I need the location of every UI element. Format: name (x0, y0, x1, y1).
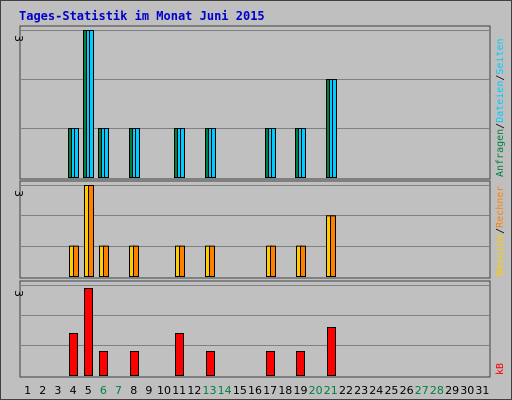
bar-rechner-day-21 (330, 215, 336, 277)
bar-kb-day-4 (69, 333, 78, 376)
legend-separator: / (495, 75, 506, 81)
bar-kb-day-13 (206, 351, 215, 376)
x-tick-label-day-14: 14 (218, 384, 232, 397)
bar-seiten-day-19 (301, 128, 306, 178)
x-tick-label-day-2: 2 (39, 384, 46, 397)
bar-kb-day-8 (130, 351, 139, 376)
x-tick-label-day-22: 22 (339, 384, 353, 397)
bar-kb-day-6 (99, 351, 108, 376)
x-tick-label-day-11: 11 (172, 384, 186, 397)
legend-separator: / (495, 123, 506, 129)
x-tick-label-day-21: 21 (324, 384, 338, 397)
bar-kb-day-17 (266, 351, 275, 376)
x-tick-label-day-29: 29 (445, 384, 459, 397)
legend-item-anfragen: Anfragen (495, 129, 506, 177)
y-max-label: 3 (12, 190, 25, 197)
x-tick-label-day-31: 31 (475, 384, 489, 397)
panel-legend: Besuche/Rechner (495, 186, 506, 276)
bar-rechner-day-5 (88, 185, 94, 277)
bar-seiten-day-4 (74, 128, 79, 178)
x-tick-label-day-8: 8 (130, 384, 137, 397)
legend-item-besuche: Besuche (495, 234, 506, 276)
bar-seiten-day-5 (89, 30, 94, 178)
legend-item-kb: kB (495, 363, 506, 375)
y-max-label: 3 (12, 290, 25, 297)
x-axis: 1 2 3 4 5 6 7 8 9 10 11 12 13 14 15 16 17 18 19 20 21 22 23 24 2… (24, 384, 489, 397)
bar-seiten-day-17 (271, 128, 276, 178)
bar-rechner-day-17 (270, 245, 276, 278)
x-tick-label-day-30: 30 (460, 384, 474, 397)
x-tick-label-day-13: 13 (203, 384, 217, 397)
bar-kb-day-21 (327, 327, 336, 376)
panel-legend: Anfragen/Dateien/Seiten (495, 38, 506, 177)
x-tick-label-day-23: 23 (354, 384, 368, 397)
panel-legend: kB (495, 363, 506, 375)
bar-rechner-day-19 (300, 245, 306, 278)
x-tick-label-day-24: 24 (369, 384, 383, 397)
panel-kbytes: 3 kB (12, 280, 506, 378)
x-tick-label-day-16: 16 (248, 384, 262, 397)
bar-kb-day-5 (84, 288, 93, 376)
bar-rechner-day-4 (73, 245, 79, 278)
x-tick-label-day-4: 4 (70, 384, 77, 397)
legend-item-seiten: Seiten (495, 38, 506, 74)
x-tick-label-day-19: 19 (293, 384, 307, 397)
x-tick-label-day-12: 12 (187, 384, 201, 397)
x-tick-label-day-10: 10 (157, 384, 171, 397)
bar-kb-day-19 (296, 351, 305, 376)
bar-seiten-day-11 (180, 128, 185, 178)
panel-plot-area (19, 280, 491, 378)
y-max-label: 3 (12, 35, 25, 42)
x-tick-label-day-17: 17 (263, 384, 277, 397)
bar-rechner-day-8 (133, 245, 139, 278)
bar-seiten-day-6 (104, 128, 109, 178)
x-tick-label-day-18: 18 (278, 384, 292, 397)
bar-seiten-day-21 (332, 79, 337, 178)
x-tick-label-day-25: 25 (384, 384, 398, 397)
panel-visits-sites: 3 Besuche/Rechner (12, 180, 506, 279)
x-tick-label-day-7: 7 (115, 384, 122, 397)
bar-seiten-day-13 (211, 128, 216, 178)
legend-item-dateien: Dateien (495, 81, 506, 123)
x-tick-label-day-1: 1 (24, 384, 31, 397)
x-tick-label-day-15: 15 (233, 384, 247, 397)
x-tick-label-day-28: 28 (430, 384, 444, 397)
chart-panels: 3Anfragen/Dateien/Seiten3Besuche/Rechner… (12, 25, 506, 378)
x-tick-label-day-3: 3 (54, 384, 61, 397)
bar-rechner-day-6 (103, 245, 109, 278)
legend-separator: / (495, 228, 506, 234)
x-tick-label-day-6: 6 (100, 384, 107, 397)
panel-plot-area (19, 180, 491, 279)
bar-kb-day-11 (175, 333, 184, 376)
x-tick-label-day-26: 26 (400, 384, 414, 397)
x-tick-label-day-9: 9 (145, 384, 152, 397)
bar-seiten-day-8 (135, 128, 140, 178)
chart-title: Tages-Statistik im Monat Juni 2015 (19, 9, 265, 23)
legend-item-rechner: Rechner (495, 186, 506, 228)
x-tick-label-day-5: 5 (85, 384, 92, 397)
bar-rechner-day-13 (209, 245, 215, 278)
bar-rechner-day-11 (179, 245, 185, 278)
x-tick-label-day-20: 20 (309, 384, 323, 397)
x-tick-label-day-27: 27 (415, 384, 429, 397)
